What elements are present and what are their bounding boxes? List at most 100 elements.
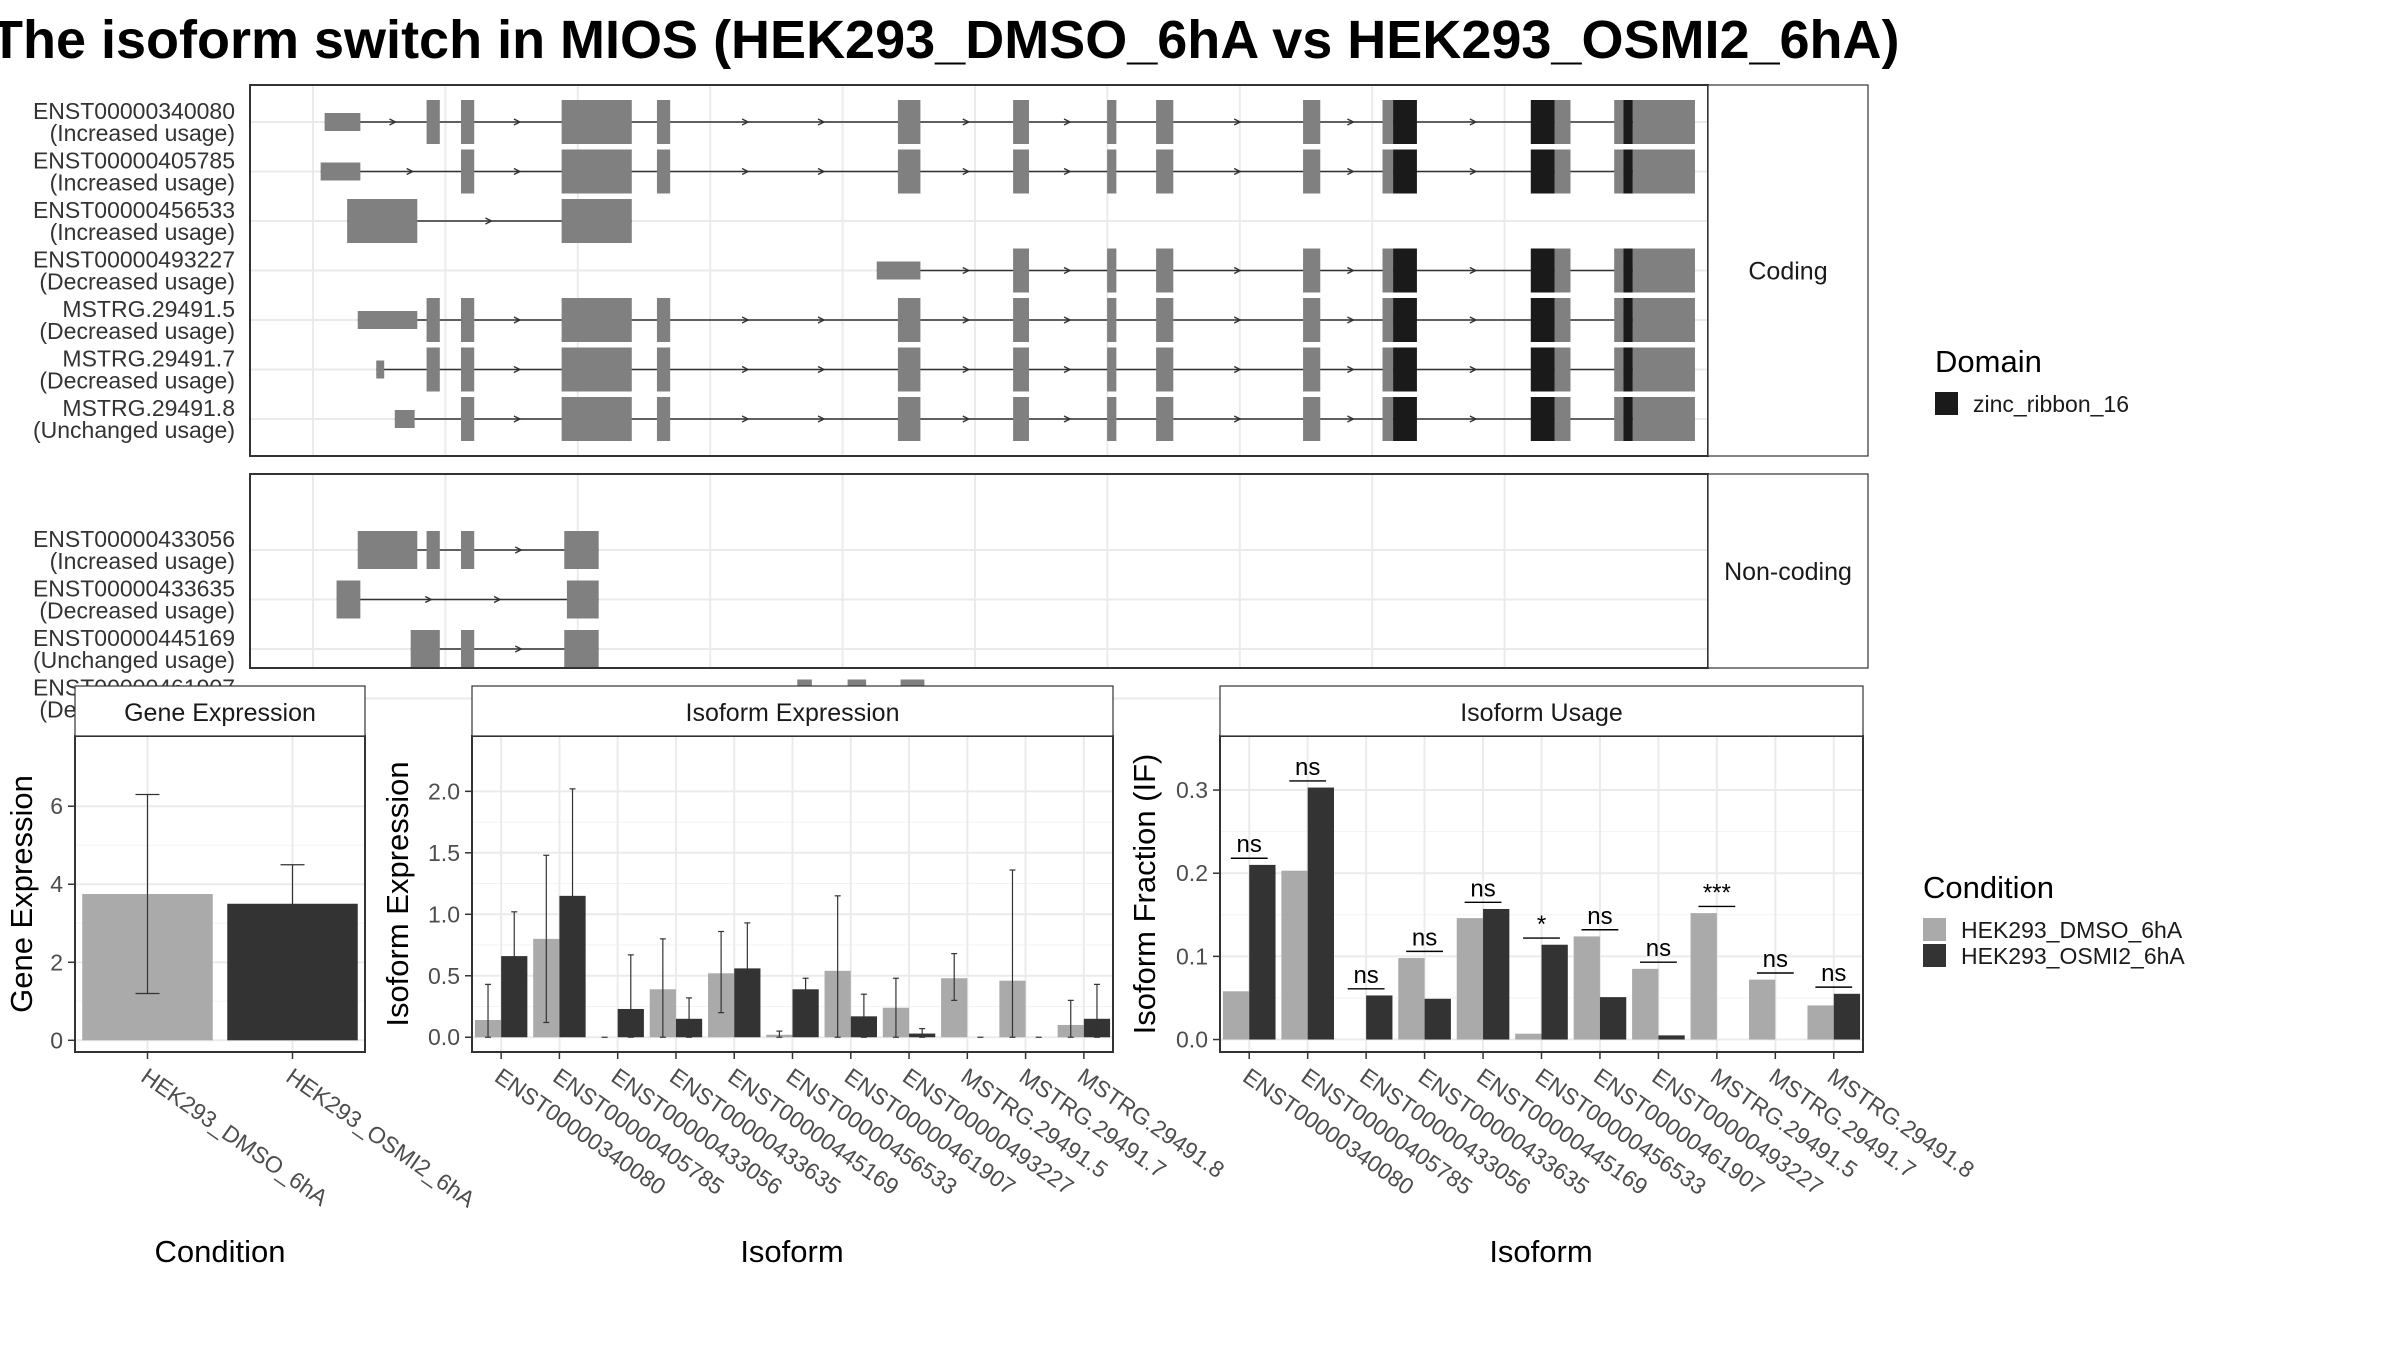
- isoform-usage-bar-hek293-osmi2-6ha-enst00000493227: [1658, 1035, 1685, 1040]
- exon-mstrg-29491-8-1: [460, 397, 475, 441]
- intron-arrow-enst00000405785-9-1: [1469, 167, 1478, 176]
- exon-mstrg-29491-8-7: [1156, 397, 1174, 441]
- isoform-usage-bar-hek293-dmso-6ha-enst00000405785: [1281, 870, 1308, 1040]
- intron-arrow-mstrg-29491-8-3-1: [741, 415, 750, 423]
- exon-mstrg-29491-8-5: [1013, 397, 1029, 441]
- transcript-row-enst00000456533: [347, 199, 632, 243]
- transcript-usage-enst00000340080: (Increased usage): [50, 120, 235, 146]
- exon-enst00000493227-6: [1554, 248, 1571, 293]
- non-coding-strip: [1707, 473, 1869, 669]
- intron-arrow-mstrg-29491-5-6-1: [1063, 316, 1072, 324]
- coding-strip-label: Coding: [1748, 258, 1827, 286]
- exon-mstrg-29491-8-10: [1554, 397, 1571, 441]
- exon-enst00000493227-0: [876, 261, 921, 280]
- isoform-usage-bar-hek293-dmso-6ha-enst00000445169: [1456, 918, 1484, 1040]
- intron-arrow-enst00000340080-5-1: [962, 118, 971, 126]
- isoform-usage-bar-hek293-osmi2-6ha-enst00000433635: [1424, 998, 1451, 1040]
- isoform-usage-sig-label-4: ns: [1470, 875, 1495, 902]
- intron-arrow-mstrg-29491-7-9-1: [1347, 365, 1355, 374]
- isoform-usage-sig-label-5: *: [1537, 911, 1546, 938]
- domain-enst00000405785-1: [1530, 149, 1555, 194]
- exon-enst00000340080-1: [426, 100, 440, 144]
- exon-enst00000493227-7: [1614, 248, 1624, 293]
- transcript-usage-enst00000445169: (Unchanged usage): [33, 647, 235, 673]
- isoform-expression-ytick-label-4: 2.0: [428, 778, 460, 804]
- intron-arrow-enst00000340080-4-2: [817, 118, 826, 126]
- gene-expression-y-axis-title: Gene Expression: [4, 775, 39, 1013]
- intron-arrow-enst00000493227-1-1: [1063, 266, 1072, 275]
- isoform-usage-bar-hek293-dmso-6ha-enst00000433635: [1398, 958, 1425, 1040]
- condition-legend-label-osmi2: HEK293_OSMI2_6hA: [1961, 943, 2185, 969]
- exon-enst00000433635-1: [566, 580, 599, 619]
- intron-arrow-mstrg-29491-8-1-1: [513, 415, 522, 423]
- exon-enst00000405785-10: [1554, 149, 1571, 194]
- isoform-expression-ytick-label-1: 0.5: [428, 963, 460, 989]
- isoform-usage-sig-label-7: ns: [1646, 935, 1671, 962]
- isoform-usage-sig-label-10: ns: [1821, 960, 1846, 987]
- exon-enst00000493227-5: [1382, 248, 1394, 293]
- domain-legend-title: Domain: [1935, 344, 2042, 379]
- isoform-usage-sig-label-9: ns: [1763, 946, 1788, 973]
- exon-enst00000405785-1: [460, 149, 475, 194]
- exon-mstrg-29491-8-0: [394, 410, 415, 428]
- domain-enst00000493227-1: [1530, 248, 1555, 293]
- transcript-usage-mstrg-29491-7: (Decreased usage): [39, 368, 235, 394]
- exon-enst00000405785-8: [1303, 149, 1321, 194]
- transcript-id-mstrg-29491-5: MSTRG.29491.5: [62, 296, 235, 322]
- intron-arrow-enst00000405785-5-1: [1063, 167, 1072, 176]
- isoform-usage-bar-hek293-dmso-6ha-enst00000456533: [1515, 1033, 1542, 1040]
- intron-arrow-mstrg-29491-8-5-1: [1063, 415, 1072, 423]
- isoform-usage-bar-hek293-osmi2-6ha-enst00000445169: [1483, 908, 1510, 1040]
- isoform-usage-ytick-label-1: 0.1: [1176, 943, 1208, 969]
- isoform-expression-strip: [471, 685, 1114, 737]
- exon-mstrg-29491-7-13: [1632, 347, 1695, 392]
- intron-arrow-mstrg-29491-5-8-1: [1233, 316, 1242, 324]
- isoform-expression-chart: Isoform Expression0.00.51.01.52.0ENST000…: [380, 685, 1229, 1269]
- exon-mstrg-29491-5-13: [1632, 298, 1695, 342]
- isoform-usage-bar-hek293-osmi2-6ha-enst00000405785: [1307, 787, 1334, 1040]
- intron-arrow-enst00000340080-0-1: [389, 118, 398, 126]
- transcript-id-enst00000493227: ENST00000493227: [33, 247, 235, 273]
- exon-enst00000405785-9: [1382, 149, 1394, 194]
- domain-mstrg-29491-8-2: [1623, 397, 1633, 441]
- gene-expression-ytick-label-2: 4: [50, 871, 63, 897]
- exon-enst00000405785-7: [1156, 149, 1174, 194]
- intron-arrow-enst00000445169-1-1: [514, 645, 523, 653]
- exon-enst00000340080-8: [1156, 100, 1174, 144]
- domain-mstrg-29491-7-2: [1623, 347, 1633, 392]
- exon-enst00000340080-10: [1382, 100, 1394, 144]
- exon-enst00000340080-4: [656, 100, 671, 144]
- figure-title: The isoform switch in MIOS (HEK293_DMSO_…: [0, 10, 1900, 70]
- gene-expression-ytick-label-0: 0: [50, 1027, 63, 1053]
- condition-legend: Condition HEK293_DMSO_6hA HEK293_OSMI2_6…: [1923, 870, 2185, 969]
- domain-legend-key: [1935, 392, 1958, 415]
- intron-arrow-mstrg-29491-8-7-1: [1233, 415, 1242, 423]
- exon-mstrg-29491-8-8: [1303, 397, 1321, 441]
- exon-enst00000433056-1: [426, 531, 440, 569]
- isoform-usage-sig-label-6: ns: [1587, 903, 1612, 930]
- transcript-usage-mstrg-29491-8: (Unchanged usage): [33, 417, 235, 443]
- exon-enst00000340080-11: [1554, 100, 1571, 144]
- isoform-usage-sig-label-1: ns: [1295, 754, 1320, 781]
- exon-mstrg-29491-5-2: [460, 298, 475, 342]
- intron-arrow-enst00000456533-0-1: [485, 217, 494, 225]
- transcript-id-enst00000340080: ENST00000340080: [33, 98, 235, 124]
- exon-enst00000340080-6: [1013, 100, 1029, 144]
- exon-enst00000405785-5: [1013, 149, 1029, 194]
- intron-arrow-enst00000405785-3-1: [741, 167, 750, 176]
- isoform-usage-bar-hek293-osmi2-6ha-enst00000461907: [1599, 997, 1627, 1040]
- gene-expression-x-axis-title: Condition: [155, 1234, 286, 1269]
- transcript-usage-enst00000456533: (Increased usage): [50, 219, 235, 245]
- exon-enst00000340080-7: [1107, 100, 1117, 144]
- exon-enst00000445169-1: [460, 630, 475, 668]
- transcript-row-mstrg-29491-7: [376, 347, 1695, 392]
- intron-arrow-enst00000405785-8-1: [1347, 167, 1355, 176]
- exon-mstrg-29491-5-10: [1382, 298, 1394, 342]
- domain-enst00000340080-1: [1530, 100, 1555, 144]
- exon-mstrg-29491-5-4: [656, 298, 671, 342]
- isoform-expression-x-axis-title: Isoform: [740, 1234, 843, 1269]
- domain-mstrg-29491-5-0: [1393, 298, 1417, 342]
- transcript-id-enst00000456533: ENST00000456533: [33, 197, 235, 223]
- exon-mstrg-29491-8-3: [656, 397, 671, 441]
